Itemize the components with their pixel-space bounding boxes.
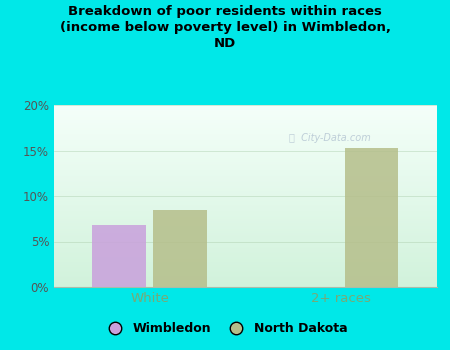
Bar [153,210,207,287]
Bar [345,148,398,287]
Bar [92,225,146,287]
Text: Breakdown of poor residents within races
(income below poverty level) in Wimbled: Breakdown of poor residents within races… [59,5,391,50]
Legend: Wimbledon, North Dakota: Wimbledon, North Dakota [98,317,352,340]
Text: ⓘ  City-Data.com: ⓘ City-Data.com [288,133,370,143]
